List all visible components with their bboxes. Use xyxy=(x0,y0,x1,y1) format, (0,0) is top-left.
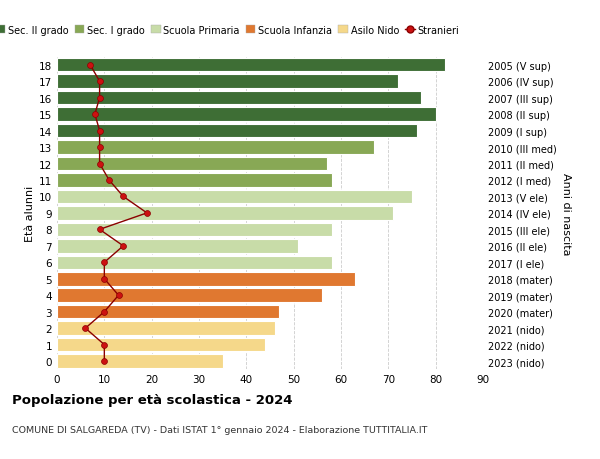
Bar xyxy=(57,272,355,286)
Point xyxy=(85,62,95,69)
Bar xyxy=(57,223,332,236)
Point xyxy=(90,111,100,118)
Bar xyxy=(57,92,421,105)
Legend: Sec. II grado, Sec. I grado, Scuola Primaria, Scuola Infanzia, Asilo Nido, Stran: Sec. II grado, Sec. I grado, Scuola Prim… xyxy=(0,22,463,39)
Point xyxy=(95,78,104,86)
Point xyxy=(104,177,114,184)
Point xyxy=(100,341,109,348)
Bar xyxy=(57,338,265,352)
Bar xyxy=(57,305,280,319)
Point xyxy=(95,226,104,234)
Bar xyxy=(57,157,327,171)
Bar xyxy=(57,141,374,155)
Point xyxy=(118,243,128,250)
Point xyxy=(100,358,109,365)
Bar xyxy=(57,124,417,138)
Point xyxy=(118,193,128,201)
Point xyxy=(100,259,109,266)
Bar xyxy=(57,354,223,368)
Bar xyxy=(57,256,332,269)
Y-axis label: Anni di nascita: Anni di nascita xyxy=(560,172,571,255)
Point xyxy=(80,325,90,332)
Point xyxy=(100,308,109,316)
Bar xyxy=(57,108,436,122)
Point xyxy=(95,144,104,151)
Point xyxy=(142,210,152,217)
Y-axis label: Età alunni: Età alunni xyxy=(25,185,35,241)
Text: COMUNE DI SALGAREDA (TV) - Dati ISTAT 1° gennaio 2024 - Elaborazione TUTTITALIA.: COMUNE DI SALGAREDA (TV) - Dati ISTAT 1°… xyxy=(12,425,427,434)
Bar xyxy=(57,207,393,220)
Point xyxy=(95,128,104,135)
Bar xyxy=(57,59,445,73)
Bar xyxy=(57,322,275,335)
Bar xyxy=(57,190,412,204)
Bar xyxy=(57,174,332,187)
Point xyxy=(114,292,124,299)
Text: Popolazione per età scolastica - 2024: Popolazione per età scolastica - 2024 xyxy=(12,393,293,406)
Point xyxy=(100,275,109,283)
Bar xyxy=(57,240,298,253)
Bar xyxy=(57,75,398,89)
Point xyxy=(95,95,104,102)
Point xyxy=(95,161,104,168)
Bar xyxy=(57,289,322,302)
